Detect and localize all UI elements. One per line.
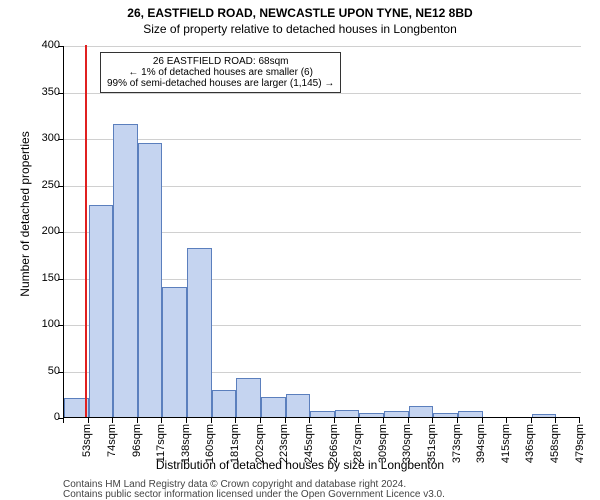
info-box-line1: 26 EASTFIELD ROAD: 68sqm	[107, 56, 334, 67]
x-tick-label: 96sqm	[131, 424, 143, 474]
y-tick-mark	[58, 46, 63, 47]
x-tick-mark	[579, 418, 580, 423]
histogram-bar	[433, 413, 458, 417]
histogram-bar	[187, 248, 212, 417]
x-tick-mark	[211, 418, 212, 423]
x-tick-label: 117sqm	[155, 424, 167, 474]
histogram-bar	[409, 406, 434, 417]
x-tick-label: 160sqm	[204, 424, 216, 474]
y-tick-label: 250	[24, 179, 60, 191]
x-tick-mark	[334, 418, 335, 423]
x-tick-mark	[88, 418, 89, 423]
x-tick-mark	[112, 418, 113, 423]
y-tick-mark	[58, 325, 63, 326]
x-tick-mark	[383, 418, 384, 423]
histogram-bar	[359, 413, 384, 417]
x-tick-label: 245sqm	[303, 424, 315, 474]
x-tick-label: 309sqm	[377, 424, 389, 474]
footer: Contains HM Land Registry data © Crown c…	[63, 480, 445, 500]
x-tick-label: 415sqm	[500, 424, 512, 474]
x-tick-mark	[309, 418, 310, 423]
x-tick-label: 458sqm	[549, 424, 561, 474]
info-box-line3: 99% of semi-detached houses are larger (…	[107, 78, 334, 89]
x-tick-mark	[285, 418, 286, 423]
x-tick-label: 223sqm	[278, 424, 290, 474]
info-box-line2: ← 1% of detached houses are smaller (6)	[107, 67, 334, 78]
y-gridline	[64, 46, 581, 47]
x-tick-label: 351sqm	[426, 424, 438, 474]
histogram-bar	[138, 143, 163, 417]
chart-title-line1: 26, EASTFIELD ROAD, NEWCASTLE UPON TYNE,…	[0, 6, 600, 20]
x-tick-label: 436sqm	[524, 424, 536, 474]
y-tick-label: 200	[24, 225, 60, 237]
x-tick-mark	[161, 418, 162, 423]
x-tick-mark	[260, 418, 261, 423]
y-tick-mark	[58, 279, 63, 280]
y-tick-label: 300	[24, 132, 60, 144]
x-tick-label: 202sqm	[254, 424, 266, 474]
reference-line	[85, 45, 87, 417]
x-tick-label: 373sqm	[451, 424, 463, 474]
x-tick-mark	[63, 418, 64, 423]
histogram-bar	[458, 411, 483, 418]
x-tick-mark	[531, 418, 532, 423]
x-tick-mark	[482, 418, 483, 423]
x-tick-mark	[186, 418, 187, 423]
x-tick-label: 138sqm	[180, 424, 192, 474]
histogram-bar	[89, 205, 114, 417]
histogram-bar	[261, 397, 286, 417]
y-tick-label: 0	[24, 411, 60, 423]
y-tick-label: 100	[24, 318, 60, 330]
y-axis-label: Number of detached properties	[18, 28, 32, 400]
y-tick-mark	[58, 232, 63, 233]
y-tick-mark	[58, 93, 63, 94]
y-tick-label: 50	[24, 365, 60, 377]
y-gridline	[64, 139, 581, 140]
histogram-bar	[113, 124, 138, 417]
x-tick-mark	[408, 418, 409, 423]
histogram-bar	[384, 411, 409, 417]
x-tick-mark	[432, 418, 433, 423]
x-tick-label: 330sqm	[401, 424, 413, 474]
histogram-bar	[286, 394, 311, 417]
y-tick-mark	[58, 186, 63, 187]
plot-area	[63, 46, 580, 418]
histogram-bar	[335, 410, 360, 417]
chart-title-line2: Size of property relative to detached ho…	[0, 22, 600, 36]
histogram-bar	[310, 411, 335, 417]
x-tick-mark	[137, 418, 138, 423]
info-box: 26 EASTFIELD ROAD: 68sqm ← 1% of detache…	[100, 52, 341, 93]
x-tick-label: 287sqm	[352, 424, 364, 474]
histogram-bar	[162, 287, 187, 417]
x-tick-mark	[235, 418, 236, 423]
y-tick-mark	[58, 139, 63, 140]
y-tick-label: 150	[24, 272, 60, 284]
x-tick-label: 53sqm	[81, 424, 93, 474]
x-tick-mark	[358, 418, 359, 423]
x-tick-mark	[457, 418, 458, 423]
histogram-bar	[532, 414, 557, 417]
y-tick-label: 400	[24, 39, 60, 51]
x-tick-mark	[555, 418, 556, 423]
x-tick-label: 266sqm	[328, 424, 340, 474]
footer-line2: Contains public sector information licen…	[63, 490, 445, 500]
x-tick-label: 394sqm	[475, 424, 487, 474]
x-tick-label: 479sqm	[574, 424, 586, 474]
histogram-bar	[236, 378, 261, 417]
y-tick-mark	[58, 372, 63, 373]
y-tick-label: 350	[24, 86, 60, 98]
x-tick-mark	[506, 418, 507, 423]
x-tick-label: 74sqm	[106, 424, 118, 474]
x-tick-label: 181sqm	[229, 424, 241, 474]
histogram-bar	[212, 390, 237, 417]
